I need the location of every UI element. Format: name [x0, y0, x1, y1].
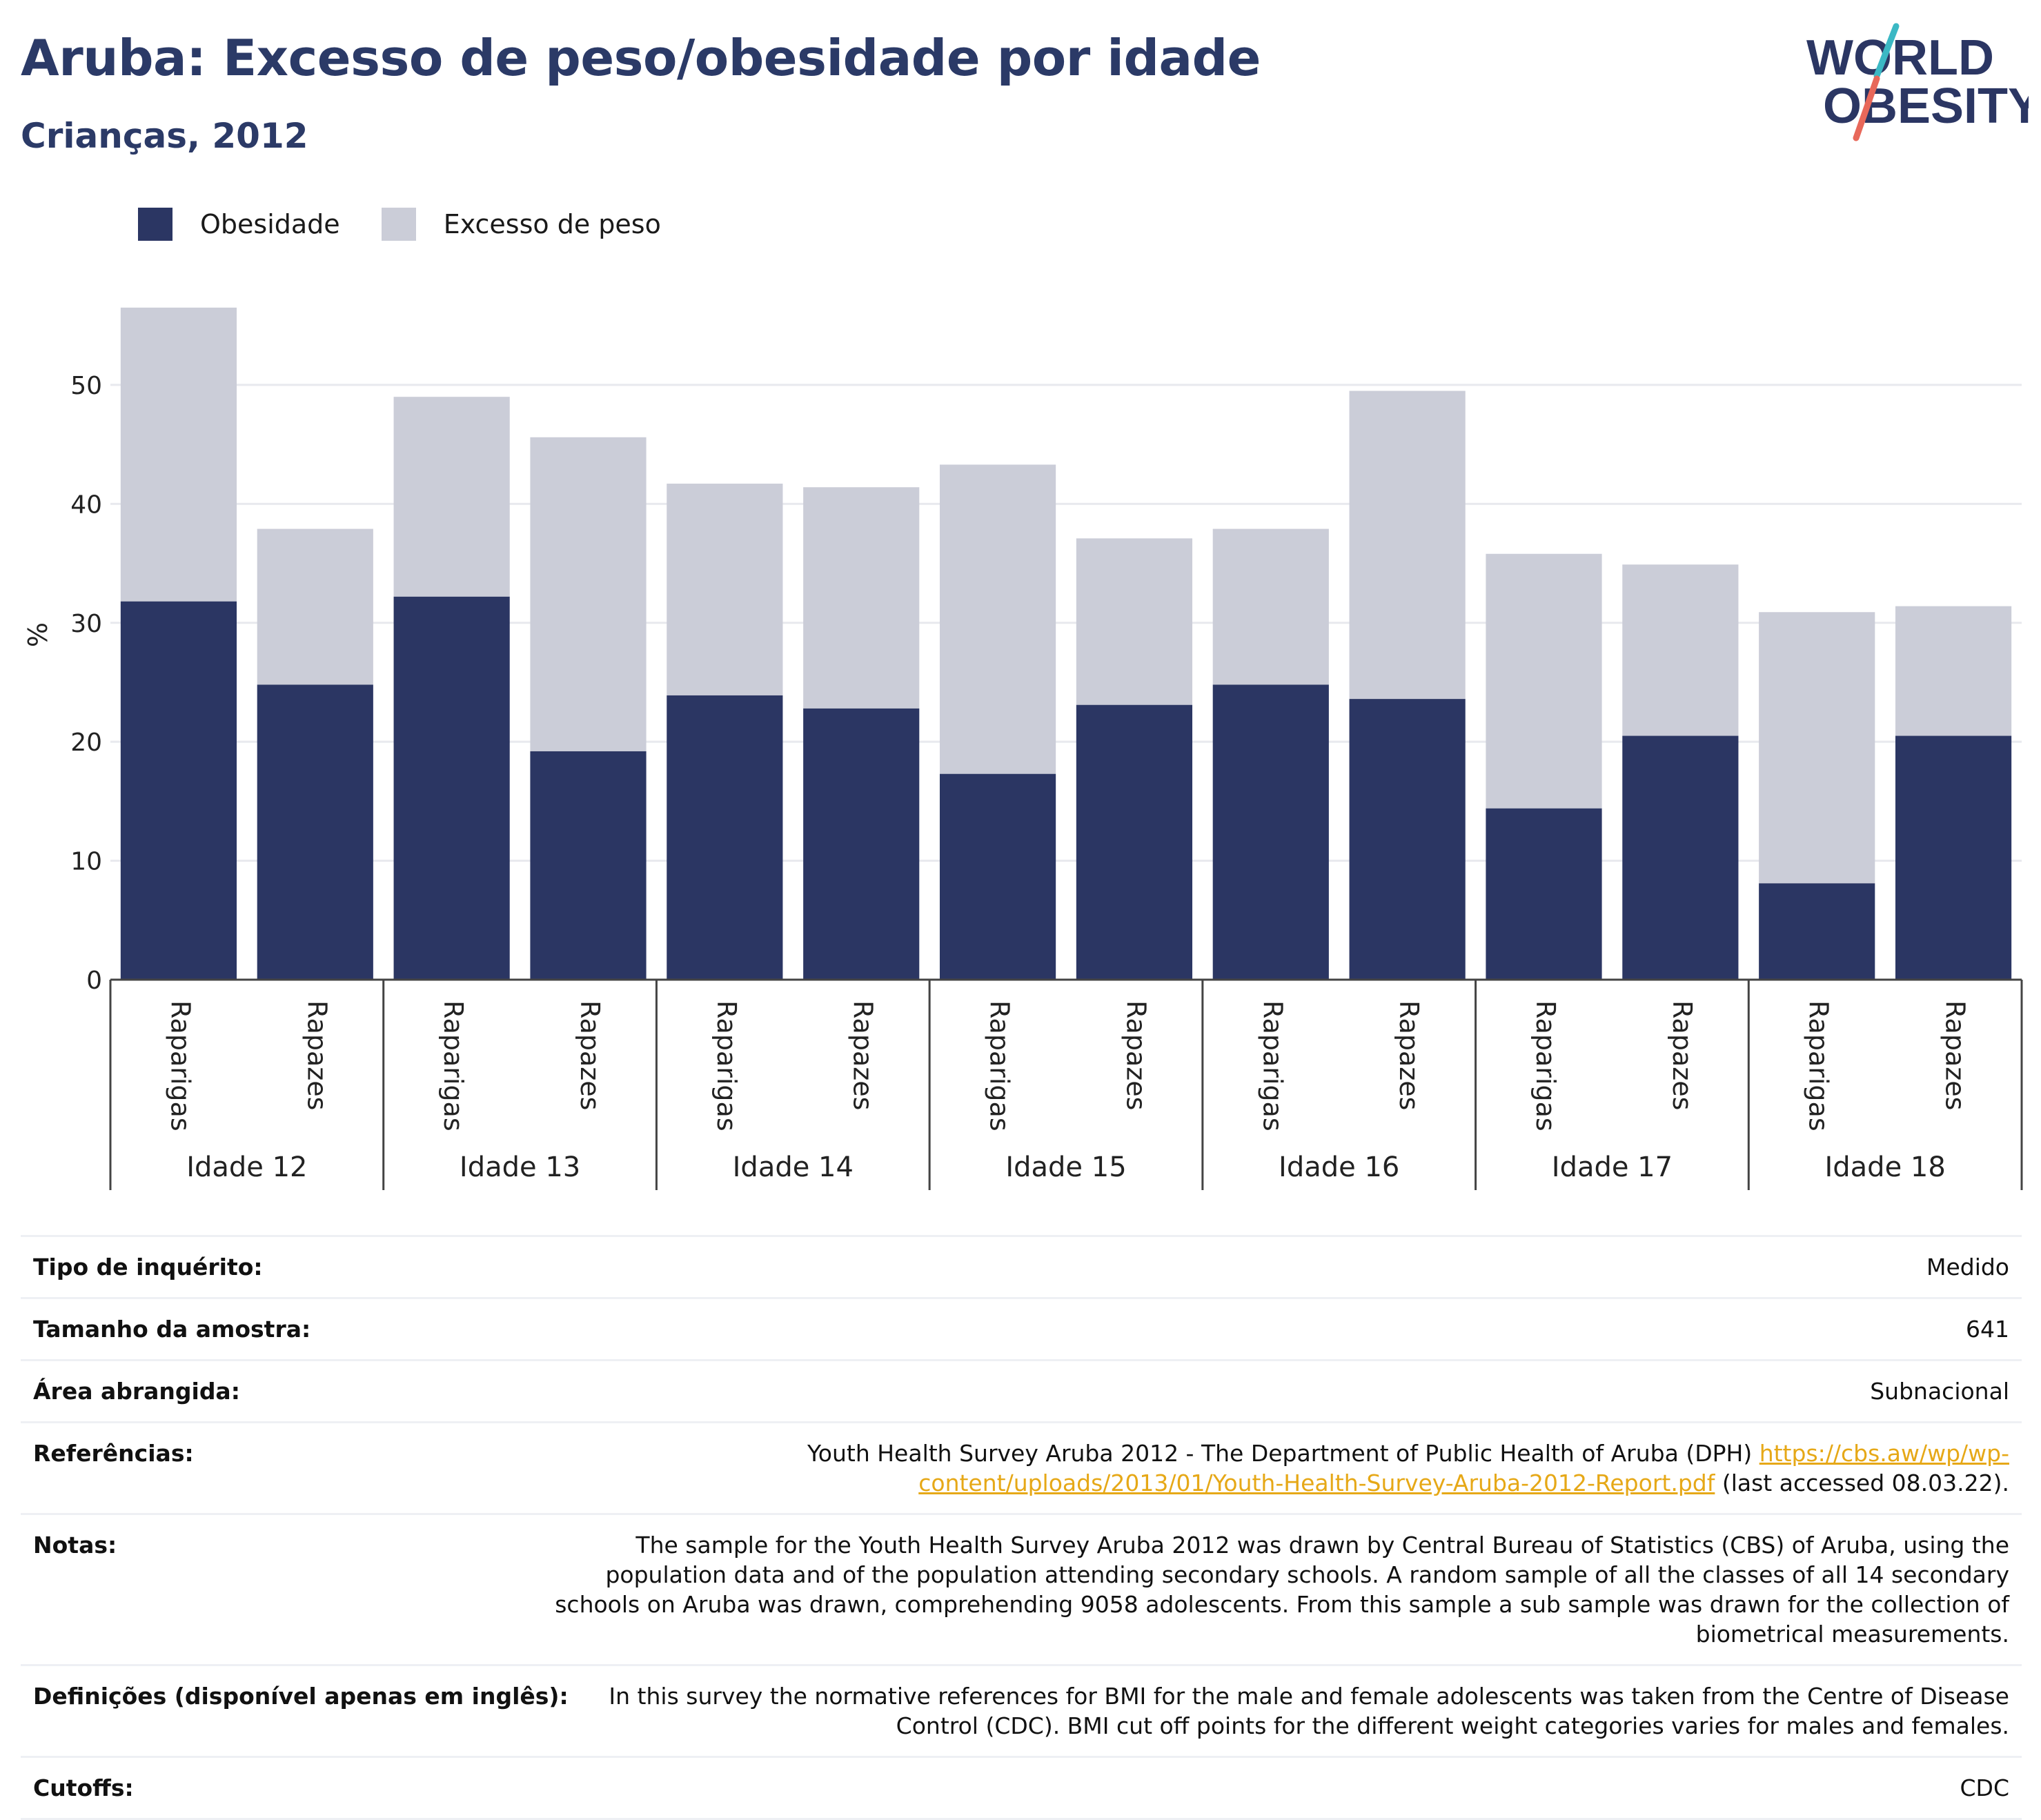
info-label: Notas:: [33, 1532, 117, 1559]
info-row-sample-size: Tamanho da amostra: 641: [21, 1297, 2022, 1359]
survey-info-table: Tipo de inquérito: Medido Tamanho da amo…: [21, 1235, 2022, 1820]
x-subcategory-label: Rapazes: [302, 1000, 332, 1110]
y-axis-label: %: [23, 622, 53, 647]
bar-obesity: [120, 601, 237, 980]
bar-overweight: [393, 397, 510, 597]
info-row-area: Área abrangida: Subnacional: [21, 1359, 2022, 1421]
info-label: Referências:: [33, 1440, 194, 1467]
x-group-label: Idade 12: [186, 1151, 307, 1183]
x-subcategory-label: Rapazes: [1667, 1000, 1697, 1110]
info-row-references: Referências: Youth Health Survey Aruba 2…: [21, 1421, 2022, 1513]
x-subcategory-label: Rapazes: [1394, 1000, 1424, 1110]
bar-obesity: [939, 773, 1056, 980]
x-group-label: Idade 13: [460, 1151, 580, 1183]
info-label: Área abrangida:: [33, 1378, 240, 1405]
x-subcategory-label: Raparigas: [165, 1000, 195, 1131]
bar-obesity: [393, 596, 510, 980]
x-subcategory-label: Rapazes: [1940, 1000, 1971, 1110]
x-subcategory-label: Raparigas: [1257, 1000, 1288, 1131]
info-value: Subnacional: [1870, 1378, 2009, 1405]
bar-overweight: [1759, 612, 1875, 884]
x-subcategory-label: Rapazes: [848, 1000, 878, 1110]
bar-overweight: [530, 437, 647, 751]
legend-label-overweight: Excesso de peso: [443, 209, 661, 239]
legend-swatch-obesity: [138, 208, 172, 241]
info-value: 641: [1966, 1316, 2009, 1343]
bar-obesity: [257, 684, 373, 980]
bar-overweight: [257, 528, 373, 685]
x-group-label: Idade 14: [733, 1151, 854, 1183]
x-subcategory-label: Rapazes: [575, 1000, 605, 1110]
info-label: Tipo de inquérito:: [33, 1254, 263, 1280]
x-group-label: Idade 16: [1279, 1151, 1399, 1183]
bar-overweight: [1076, 538, 1193, 705]
info-label: Cutoffs:: [33, 1774, 134, 1801]
bar-overweight: [120, 307, 237, 602]
y-tick-label: 0: [86, 967, 102, 995]
bar-overweight: [667, 484, 783, 695]
page-title: Aruba: Excesso de peso/obesidade por ida…: [21, 29, 1261, 87]
y-tick-label: 10: [70, 848, 102, 876]
x-subcategory-label: Raparigas: [711, 1000, 742, 1131]
y-tick-label: 40: [70, 491, 102, 519]
bar-obesity: [1759, 883, 1875, 980]
bar-overweight: [803, 487, 920, 709]
bar-obesity: [803, 708, 920, 980]
info-value: CDC: [1960, 1774, 2010, 1801]
info-label: Tamanho da amostra:: [33, 1316, 311, 1343]
bar-obesity: [1622, 735, 1739, 980]
info-value: In this survey the normative references …: [609, 1683, 2009, 1739]
chart-legend: Obesidade Excesso de peso: [138, 207, 702, 241]
stacked-bar-chart: 0 10 20 30 40 50% Raparigas Rapazes Raparigas Rap…: [23, 307, 2023, 1190]
page-subtitle: Crianças, 2012: [21, 116, 308, 156]
bar-overweight: [939, 464, 1056, 774]
world-obesity-logo: WORLD OBESITY: [1806, 23, 2029, 141]
x-group-label: Idade 18: [1824, 1151, 1945, 1183]
bar-overweight: [1622, 564, 1739, 736]
info-row-notes: Notas: The sample for the Youth Health S…: [21, 1513, 2022, 1664]
x-subcategory-label: Raparigas: [438, 1000, 469, 1131]
info-value: Youth Health Survey Aruba 2012 - The Dep…: [526, 1438, 2009, 1498]
info-label: Definições (disponível apenas em inglês)…: [33, 1683, 569, 1710]
info-row-survey-type: Tipo de inquérito: Medido: [21, 1235, 2022, 1297]
bar-obesity: [1486, 808, 1602, 980]
bar-overweight: [1349, 390, 1466, 700]
info-value: Medido: [1926, 1254, 2009, 1280]
bar-obesity: [1212, 684, 1329, 980]
reference-suffix: (last accessed 08.03.22).: [1722, 1470, 2009, 1496]
x-group-label: Idade 17: [1552, 1151, 1673, 1183]
x-subcategory-label: Rapazes: [1121, 1000, 1151, 1110]
logo-slash-coral: [1853, 75, 1880, 141]
bar-overweight: [1486, 553, 1602, 809]
bar-obesity: [667, 695, 783, 980]
bar-obesity: [1895, 735, 2012, 980]
bar-overweight: [1212, 528, 1329, 685]
logo-slash-teal: [1873, 23, 1900, 79]
x-subcategory-label: Raparigas: [1804, 1000, 1834, 1131]
info-value: The sample for the Youth Health Survey A…: [555, 1532, 2009, 1648]
y-tick-label: 20: [70, 729, 102, 757]
y-tick-label: 30: [70, 610, 102, 638]
bar-obesity: [1349, 699, 1466, 980]
logo-line1: WORLD: [1806, 30, 1994, 86]
reference-link[interactable]: https://cbs.aw/wp/wp-content/uploads/201…: [918, 1440, 2009, 1496]
legend-item-obesity: Obesidade: [138, 208, 340, 241]
reference-text: Youth Health Survey Aruba 2012 - The Dep…: [807, 1440, 1753, 1467]
x-subcategory-label: Raparigas: [1530, 1000, 1561, 1131]
info-row-definitions: Definições (disponível apenas em inglês)…: [21, 1664, 2022, 1756]
y-tick-label: 50: [70, 372, 102, 400]
legend-item-overweight: Excesso de peso: [381, 208, 661, 241]
legend-swatch-overweight: [381, 208, 416, 241]
bar-overweight: [1895, 606, 2012, 736]
bar-obesity: [530, 751, 647, 980]
bar-obesity: [1076, 704, 1193, 980]
logo-line2: OBESITY: [1823, 79, 2029, 134]
info-row-cutoffs: Cutoffs: CDC: [21, 1756, 2022, 1820]
legend-label-obesity: Obesidade: [200, 209, 340, 239]
x-group-label: Idade 15: [1005, 1151, 1126, 1183]
x-subcategory-label: Raparigas: [985, 1000, 1015, 1131]
